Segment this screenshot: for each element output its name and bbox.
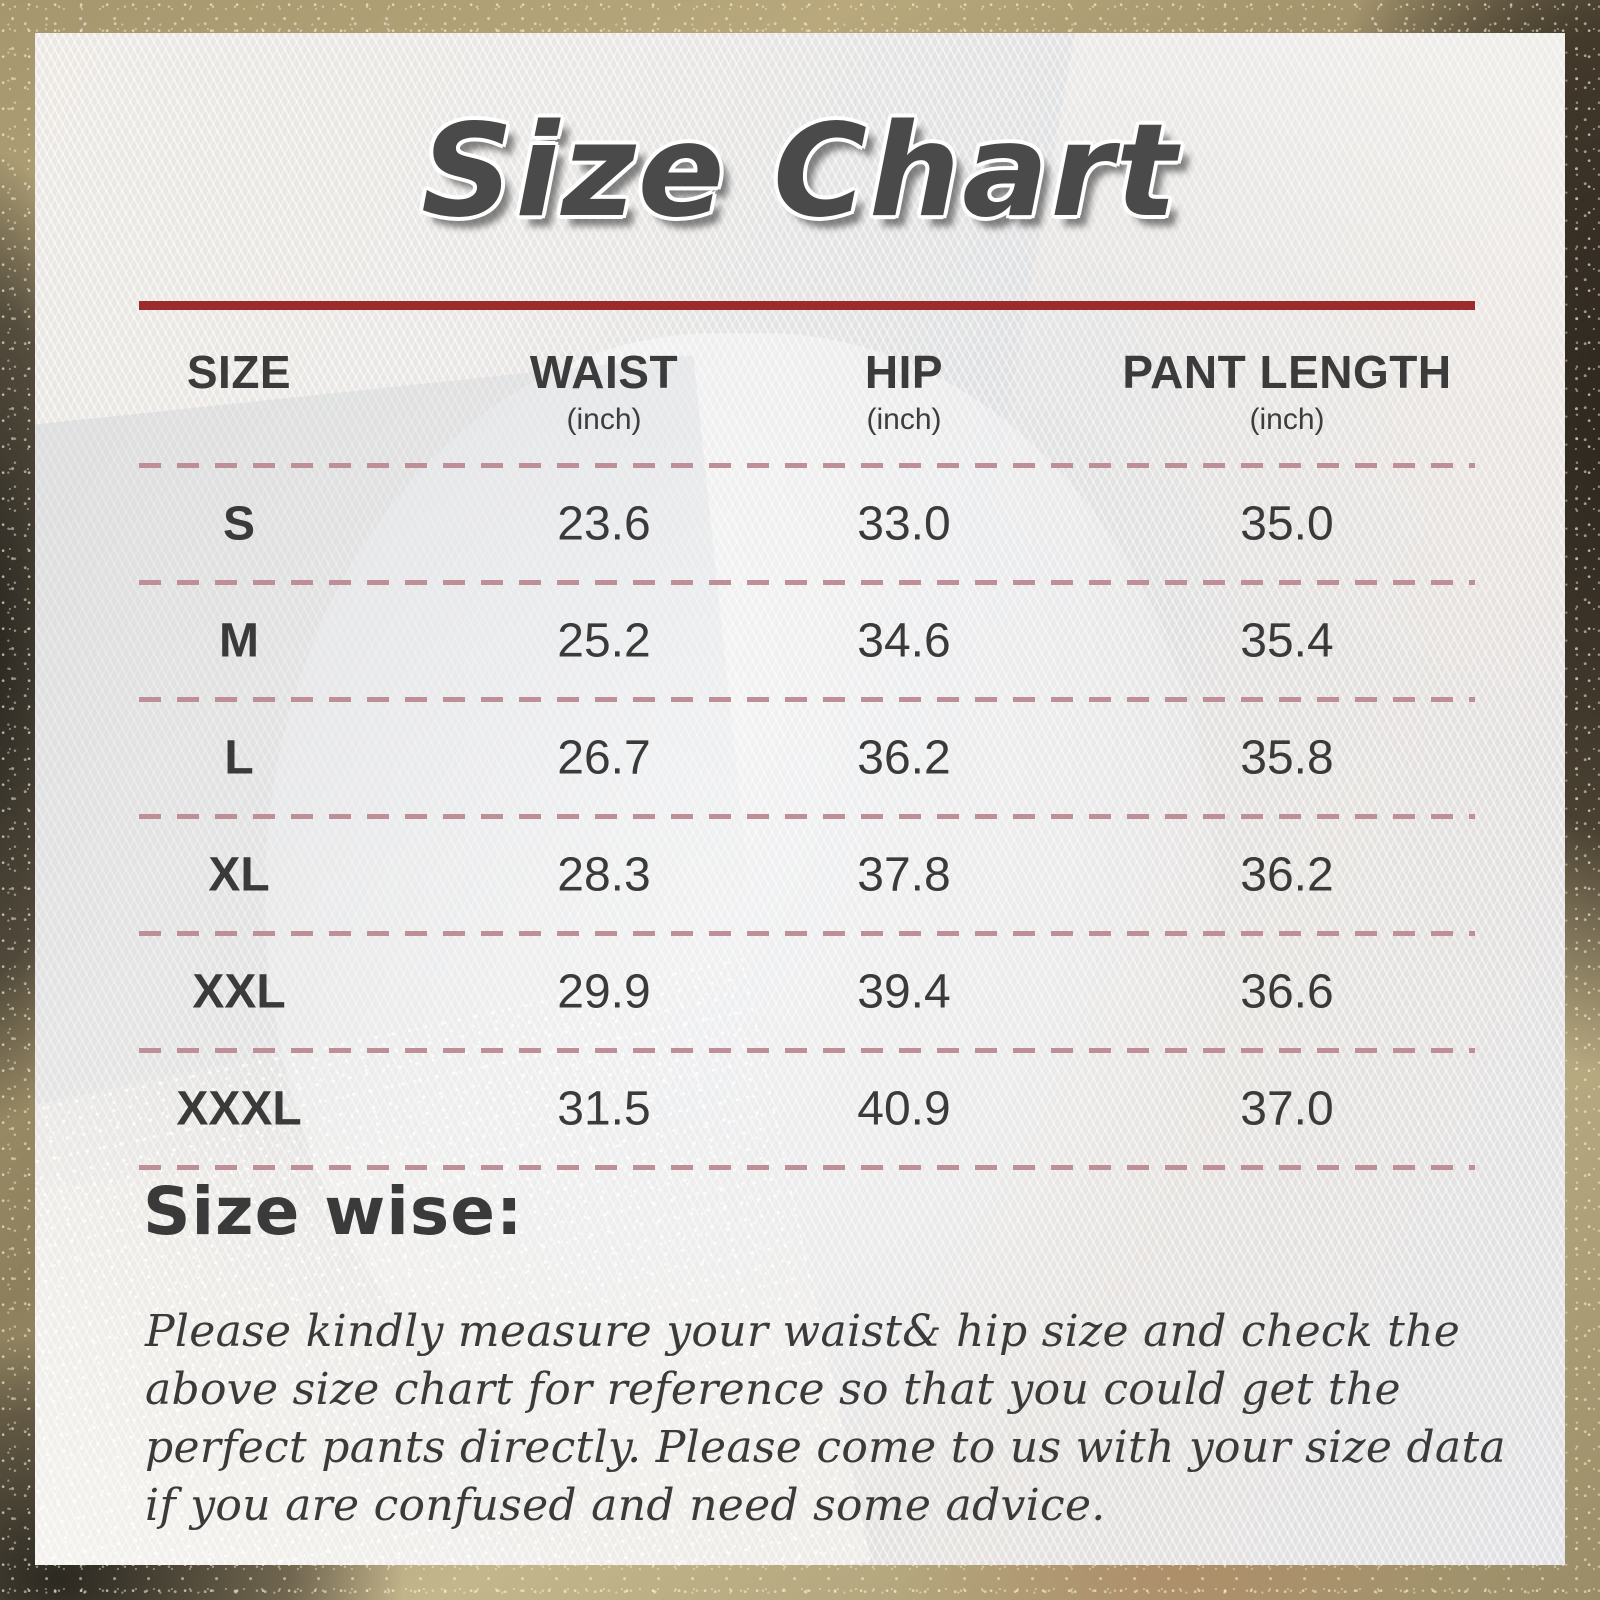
cell-pant-length: 36.2 <box>1240 848 1334 902</box>
size-wise-heading: Size wise: <box>143 1173 524 1250</box>
table-row: XL 28.3 37.8 36.2 <box>139 819 1475 931</box>
table-row: S 23.6 33.0 35.0 <box>139 468 1475 580</box>
cell-waist: 25.2 <box>557 614 651 668</box>
row-divider <box>139 463 1475 468</box>
column-header-size-label: SIZE <box>186 346 292 398</box>
row-divider <box>139 931 1475 936</box>
size-wise-body: Please kindly measure your waist& hip si… <box>145 1306 1506 1532</box>
column-header-hip-unit: (inch) <box>866 403 942 436</box>
row-divider <box>139 1048 1475 1053</box>
size-table: S 23.6 33.0 35.0 M 25.2 34.6 35.4 L 26.7… <box>139 463 1475 1170</box>
cell-size: M <box>219 614 259 668</box>
cell-waist: 31.5 <box>557 1082 651 1136</box>
cell-pant-length: 36.6 <box>1240 965 1334 1019</box>
row-divider <box>139 697 1475 702</box>
chart-content: Size Chart SIZE WAIST (inch) HIP (inch) … <box>35 33 1565 1565</box>
cell-pant-length: 37.0 <box>1240 1082 1334 1136</box>
cell-pant-length: 35.0 <box>1240 497 1334 551</box>
table-row: L 26.7 36.2 35.8 <box>139 702 1475 814</box>
column-header-waist-unit: (inch) <box>566 403 642 436</box>
column-header-size: SIZE <box>139 345 339 399</box>
table-header-row: SIZE WAIST (inch) HIP (inch) PANT LENGTH… <box>139 345 1475 453</box>
column-header-hip: HIP (inch) <box>779 345 1029 437</box>
size-chart-card: Size Chart SIZE WAIST (inch) HIP (inch) … <box>35 33 1565 1565</box>
column-header-pant-length-label: PANT LENGTH <box>1122 346 1452 398</box>
cell-size: XL <box>208 848 270 902</box>
row-divider <box>139 814 1475 819</box>
cell-hip: 34.6 <box>857 614 951 668</box>
row-divider <box>139 580 1475 585</box>
cell-hip: 33.0 <box>857 497 951 551</box>
cell-pant-length: 35.8 <box>1240 731 1334 785</box>
table-row: M 25.2 34.6 35.4 <box>139 585 1475 697</box>
column-header-pant-length-unit: (inch) <box>1249 403 1325 436</box>
cell-waist: 29.9 <box>557 965 651 1019</box>
cell-hip: 39.4 <box>857 965 951 1019</box>
cell-waist: 26.7 <box>557 731 651 785</box>
column-header-waist-label: WAIST <box>529 346 679 398</box>
page-title: Size Chart <box>421 97 1179 246</box>
cell-size: S <box>222 497 255 551</box>
cell-hip: 40.9 <box>857 1082 951 1136</box>
title-underline-rule <box>139 301 1475 310</box>
cell-size: XXL <box>192 965 286 1019</box>
column-header-waist: WAIST (inch) <box>459 345 749 437</box>
cell-waist: 28.3 <box>557 848 651 902</box>
table-row: XXL 29.9 39.4 36.6 <box>139 936 1475 1048</box>
cell-hip: 36.2 <box>857 731 951 785</box>
column-header-hip-label: HIP <box>864 346 944 398</box>
cell-hip: 37.8 <box>857 848 951 902</box>
column-header-pant-length: PANT LENGTH (inch) <box>1099 345 1475 437</box>
table-row: XXXL 31.5 40.9 37.0 <box>139 1053 1475 1165</box>
cell-pant-length: 35.4 <box>1240 614 1334 668</box>
cell-waist: 23.6 <box>557 497 651 551</box>
row-divider <box>139 1165 1475 1170</box>
cell-size: XXXL <box>176 1082 302 1136</box>
cell-size: L <box>224 731 254 785</box>
